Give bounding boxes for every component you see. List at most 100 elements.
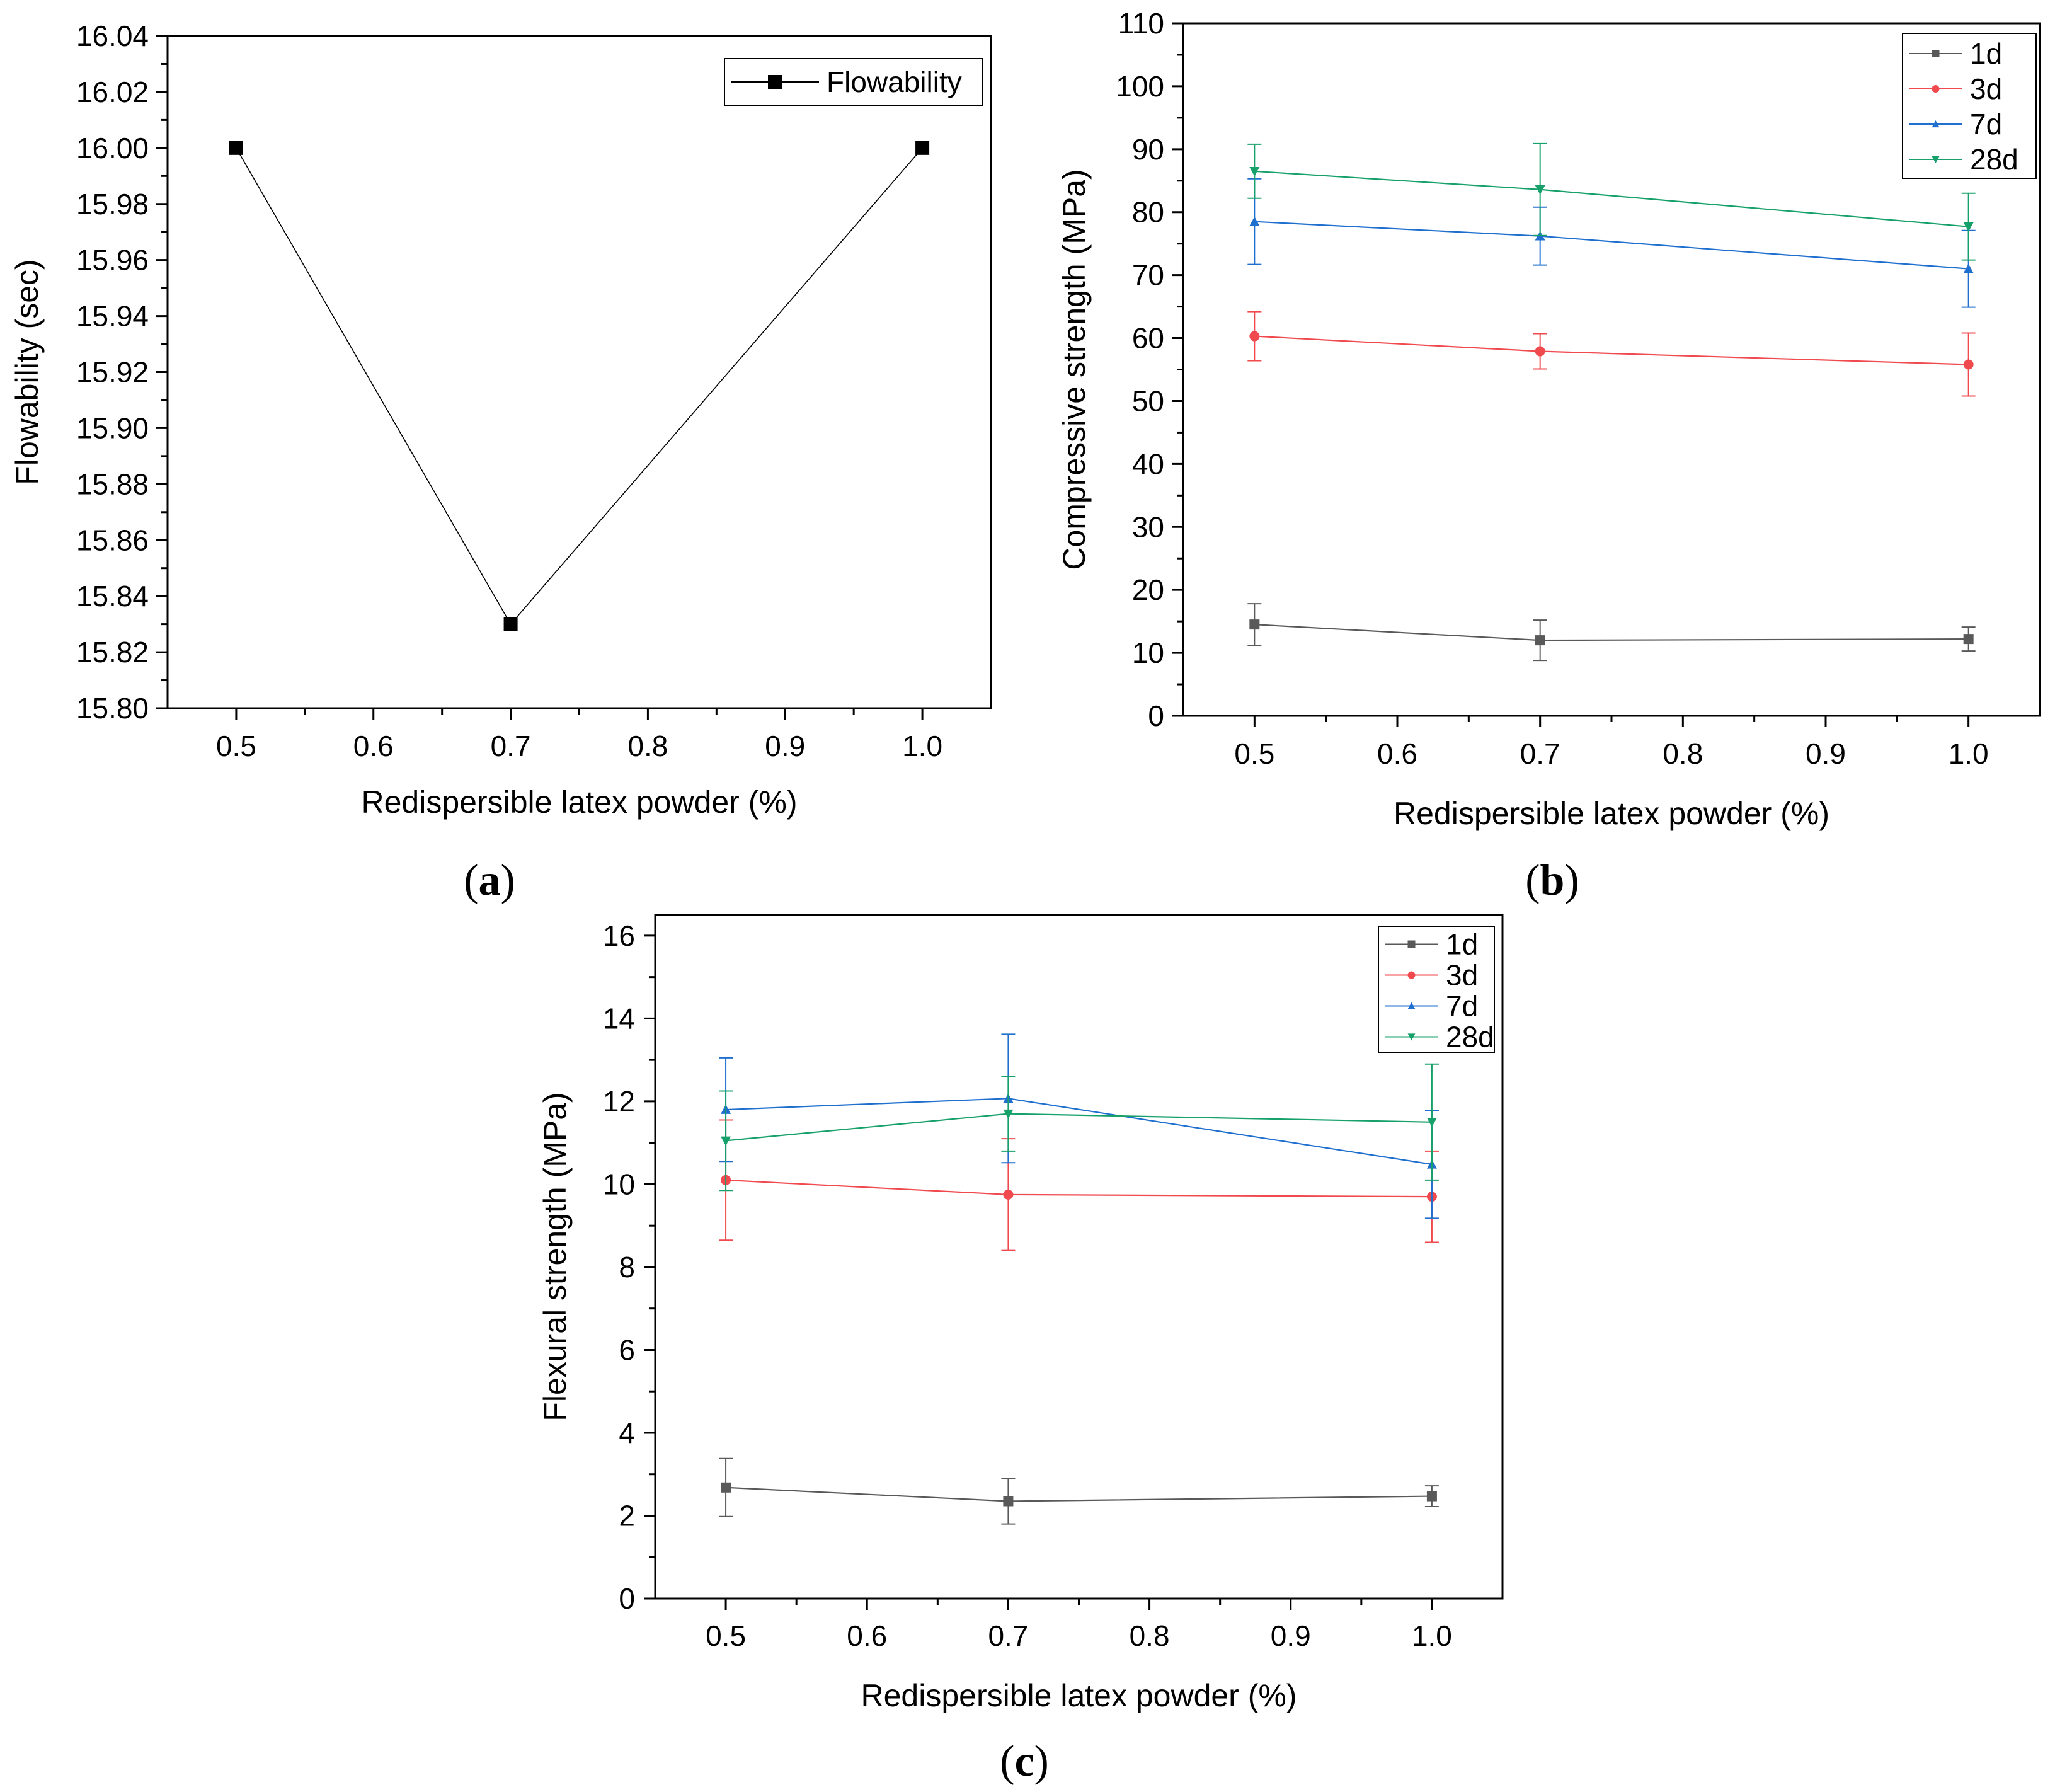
panel-c-legend-label-1d: 1d xyxy=(1446,928,1478,961)
panel-a-data-point-Flowability xyxy=(229,141,243,155)
panel-c-y-tick-label: 12 xyxy=(603,1085,635,1118)
panel-b-legend-marker-3d xyxy=(1932,85,1940,93)
panel-a-y-tick-label: 15.84 xyxy=(76,580,149,612)
panel-c-y-tick-label: 2 xyxy=(619,1499,635,1532)
panel-c-data-point-1d xyxy=(721,1482,731,1493)
panel-c-legend-box xyxy=(1378,926,1495,1053)
panel-b-y-tick-label: 100 xyxy=(1116,70,1164,103)
panel-c-series-28d xyxy=(719,1063,1439,1192)
panel-b-x-tick-label: 0.6 xyxy=(1377,737,1417,770)
panel-c-x-tick-label: 1.0 xyxy=(1412,1619,1452,1652)
panel-c-legend-marker-7d xyxy=(1407,1002,1416,1009)
panel-b-data-point-3d xyxy=(1249,331,1260,342)
panel-b-y-tick-label: 0 xyxy=(1148,699,1164,732)
panel-b-data-point-7d xyxy=(1249,216,1260,226)
panel-a-x-tick-label: 0.8 xyxy=(627,730,668,762)
panel-c-legend-marker-28d xyxy=(1407,1033,1416,1041)
panel-b-data-point-7d xyxy=(1963,263,1974,273)
panel-c-y-tick-label: 16 xyxy=(603,919,635,952)
panel-a-y-tick-label: 16.04 xyxy=(76,20,149,52)
panel-b-series-line-7d xyxy=(1254,221,1969,270)
panel-a-y-tick-label: 15.80 xyxy=(76,692,149,725)
panel-b-x-tick-label: 0.5 xyxy=(1234,737,1274,770)
panel-b-caption: (b) xyxy=(1525,856,1579,905)
panel-b-x-tick-label: 0.8 xyxy=(1663,737,1703,770)
panel-c-data-point-1d xyxy=(1426,1491,1437,1502)
panel-c-legend-label-3d: 3d xyxy=(1446,959,1478,992)
panel-b-y-tick-label: 110 xyxy=(1118,7,1164,40)
panel-c-x-tick-label: 0.7 xyxy=(988,1619,1028,1652)
panel-a-y-tick-label: 15.98 xyxy=(76,188,149,221)
panel-b-data-point-28d xyxy=(1535,185,1545,195)
panel-c-data-point-28d xyxy=(721,1136,731,1146)
panel-c-x-tick-label: 0.9 xyxy=(1271,1619,1311,1652)
panel-c-plot-frame xyxy=(654,914,1504,1600)
panel-b-y-tick-label: 10 xyxy=(1132,636,1164,669)
panel-b-x-tick-label: 0.9 xyxy=(1806,737,1846,770)
panel-c-x-tick-label: 0.6 xyxy=(847,1619,887,1652)
panel-c-data-point-1d xyxy=(1003,1496,1014,1507)
panel-c-data-point-28d xyxy=(1003,1109,1014,1119)
panel-b-x-axis-title: Redispersible latex powder (%) xyxy=(1394,796,1829,831)
panel-c-y-tick-label: 10 xyxy=(603,1168,635,1200)
panel-c-y-tick-label: 14 xyxy=(603,1002,635,1035)
panel-c-y-tick-label: 8 xyxy=(619,1251,635,1284)
panel-b-y-tick-label: 20 xyxy=(1132,573,1164,606)
panel-b-series-1d xyxy=(1247,603,1976,662)
panel-c-y-tick-label: 0 xyxy=(619,1582,635,1615)
panel-b-legend-label-3d: 3d xyxy=(1970,72,2002,105)
panel-c-series-line-28d xyxy=(725,1113,1432,1142)
panel-a-x-tick-label: 0.5 xyxy=(216,730,256,762)
panel-c-y-tick-label: 6 xyxy=(619,1333,635,1366)
panel-c-x-tick-label: 0.8 xyxy=(1130,1619,1170,1652)
panel-b-y-tick-label: 40 xyxy=(1132,447,1164,480)
panel-c-legend-marker-1d xyxy=(1407,940,1416,948)
panel-b-x-tick-label: 0.7 xyxy=(1520,737,1560,770)
panel-a-y-axis-title: Flowability (sec) xyxy=(9,259,45,485)
panel-c-chart: 0.5 0.6 0.7 0.8 0.9 1.0 0 2 4 6 8 10 12 14 16 Redispers… xyxy=(537,914,1504,1713)
panel-b-data-point-28d xyxy=(1963,222,1974,232)
panel-b-series-3d xyxy=(1247,311,1976,397)
panel-c-series-1d xyxy=(719,1457,1439,1525)
panel-b-data-point-3d xyxy=(1963,359,1974,370)
panel-c-series-3d xyxy=(719,1119,1439,1251)
panel-a-data-point-Flowability xyxy=(503,617,518,631)
panel-c-y-axis-title: Flexural strength (MPa) xyxy=(537,1092,573,1421)
panel-c-x-axis-title: Redispersible latex powder (%) xyxy=(861,1678,1297,1713)
panel-a-y-tick-label: 15.94 xyxy=(76,300,149,333)
panel-b-data-point-1d xyxy=(1249,619,1260,630)
panel-b-x-tick-label: 1.0 xyxy=(1949,737,1989,770)
panel-c-data-point-28d xyxy=(1426,1117,1437,1127)
panel-b-legend-marker-7d xyxy=(1932,120,1940,128)
panel-b-series-line-3d xyxy=(1254,335,1969,365)
panel-a-y-tick-label: 15.82 xyxy=(76,636,149,669)
panel-a-y-tick-label: 15.86 xyxy=(76,524,149,556)
panel-b-data-point-1d xyxy=(1963,634,1974,645)
panel-a-x-tick-label: 0.6 xyxy=(353,730,394,762)
panel-a-y-tick-label: 16.00 xyxy=(76,132,149,164)
panel-b-legend-marker-28d xyxy=(1932,156,1940,163)
panel-b-data-point-1d xyxy=(1535,635,1545,646)
panel-b-legend-marker-1d xyxy=(1932,50,1940,57)
panel-b-legend-label-7d: 7d xyxy=(1970,108,2002,141)
panel-b-data-point-3d xyxy=(1535,346,1545,357)
panel-b-y-tick-label: 30 xyxy=(1132,510,1164,543)
panel-a-y-tick-label: 15.96 xyxy=(76,244,149,277)
panel-b-legend-label-1d: 1d xyxy=(1970,37,2002,70)
panel-b-data-point-28d xyxy=(1249,166,1260,176)
panel-b-y-tick-label: 90 xyxy=(1132,133,1164,166)
panel-a-x-tick-label: 0.9 xyxy=(765,730,805,762)
panel-c-series-7d xyxy=(719,1033,1439,1219)
panel-a-series-line-Flowability xyxy=(236,147,923,625)
panel-c-caption: (c) xyxy=(1000,1737,1049,1786)
panel-c-legend-label-7d: 7d xyxy=(1446,990,1478,1023)
panel-c-x-tick-label: 0.5 xyxy=(706,1619,746,1652)
panel-c-y-tick-label: 4 xyxy=(619,1416,635,1449)
panel-a-legend-marker-Flowability xyxy=(768,75,782,89)
panel-c-legend-marker-3d xyxy=(1407,971,1416,979)
panel-b-series-7d xyxy=(1247,178,1976,308)
panel-b-legend-label-28d: 28d xyxy=(1970,143,2018,176)
panel-b-series-line-1d xyxy=(1254,624,1969,641)
panel-a-series-Flowability xyxy=(229,141,930,631)
